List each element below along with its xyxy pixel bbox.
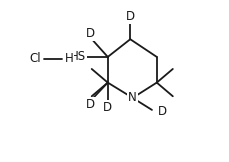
Text: D: D xyxy=(85,98,94,111)
Text: N: N xyxy=(128,91,136,104)
Text: D: D xyxy=(125,10,134,23)
Text: D: D xyxy=(157,105,166,118)
Text: H: H xyxy=(64,52,73,65)
Text: D: D xyxy=(103,101,112,114)
Text: HS: HS xyxy=(70,50,86,63)
Text: Cl: Cl xyxy=(29,52,41,65)
Text: D: D xyxy=(85,27,94,40)
